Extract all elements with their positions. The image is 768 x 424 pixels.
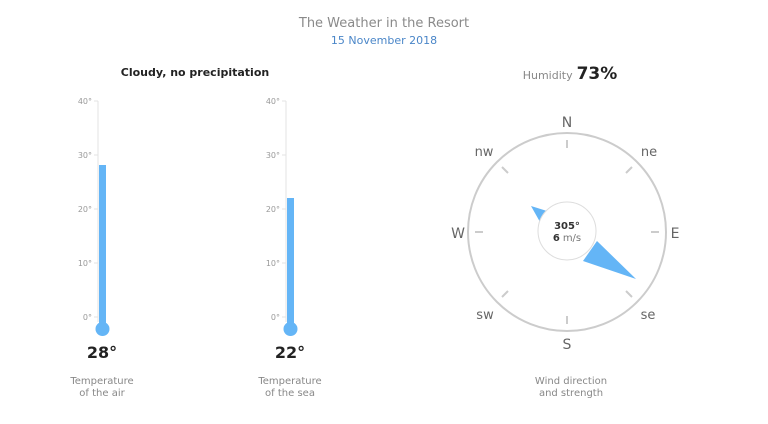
tick-label: 0° xyxy=(83,313,92,322)
sea-temperature-bar xyxy=(287,198,294,325)
tick-label: 30° xyxy=(78,151,92,160)
compass-se: se xyxy=(641,308,656,323)
air-bulb xyxy=(95,322,110,336)
air-temperature-value: 28° xyxy=(86,343,118,362)
wind-unit: m/s xyxy=(563,233,581,244)
wind-caption: Wind direction and strength xyxy=(511,376,631,400)
compass-sw: sw xyxy=(476,308,494,323)
compass-ring xyxy=(467,132,667,332)
tick-label: 40° xyxy=(78,97,92,106)
page-title: The Weather in the Resort xyxy=(298,16,470,31)
wind-compass: N S W E nw ne sw se 305° 6 m/s xyxy=(451,115,679,353)
air-thermometer: 40° 30° 20° 10° 0° xyxy=(78,97,110,336)
sea-bulb xyxy=(283,322,298,336)
tick-label: 30° xyxy=(266,151,280,160)
caption-line: of the sea xyxy=(265,388,315,399)
humidity-value: 73% xyxy=(576,64,618,84)
caption-line: and strength xyxy=(538,388,604,399)
caption-line: Temperature xyxy=(258,376,322,387)
tick-label: 10° xyxy=(78,259,92,268)
humidity: Humidity 73% xyxy=(490,64,650,84)
weather-condition: Cloudy, no precipitation xyxy=(120,66,270,79)
sea-caption: Temperature of the sea xyxy=(230,376,350,400)
air-caption: Temperature of the air xyxy=(42,376,162,400)
tick-label: 20° xyxy=(266,205,280,214)
tick-label: 0° xyxy=(271,313,280,322)
caption-line: Temperature xyxy=(70,376,134,387)
humidity-label: Humidity xyxy=(522,69,573,82)
page-date: 15 November 2018 xyxy=(330,34,438,47)
compass-nw: nw xyxy=(475,145,494,160)
sea-temperature-value: 22° xyxy=(274,343,306,362)
wind-speed: 6 xyxy=(553,233,560,244)
wind-speed-line: 6 m/s xyxy=(553,233,581,244)
wind-center xyxy=(537,201,597,261)
compass-s: S xyxy=(563,337,572,353)
compass-e: E xyxy=(671,226,680,242)
wind-arrow-head xyxy=(583,241,636,279)
sea-thermometer: 40° 30° 20° 10° 0° xyxy=(266,97,298,336)
compass-w: W xyxy=(451,226,465,242)
compass-n: N xyxy=(562,115,572,131)
caption-line: of the air xyxy=(79,388,125,399)
tick-label: 10° xyxy=(266,259,280,268)
wind-arrow-tail xyxy=(531,206,547,222)
tick-label: 20° xyxy=(78,205,92,214)
compass-ne: ne xyxy=(641,145,657,160)
wind-degrees: 305° xyxy=(554,221,580,232)
tick-label: 40° xyxy=(266,97,280,106)
air-temperature-bar xyxy=(99,165,106,325)
caption-line: Wind direction xyxy=(534,376,608,387)
